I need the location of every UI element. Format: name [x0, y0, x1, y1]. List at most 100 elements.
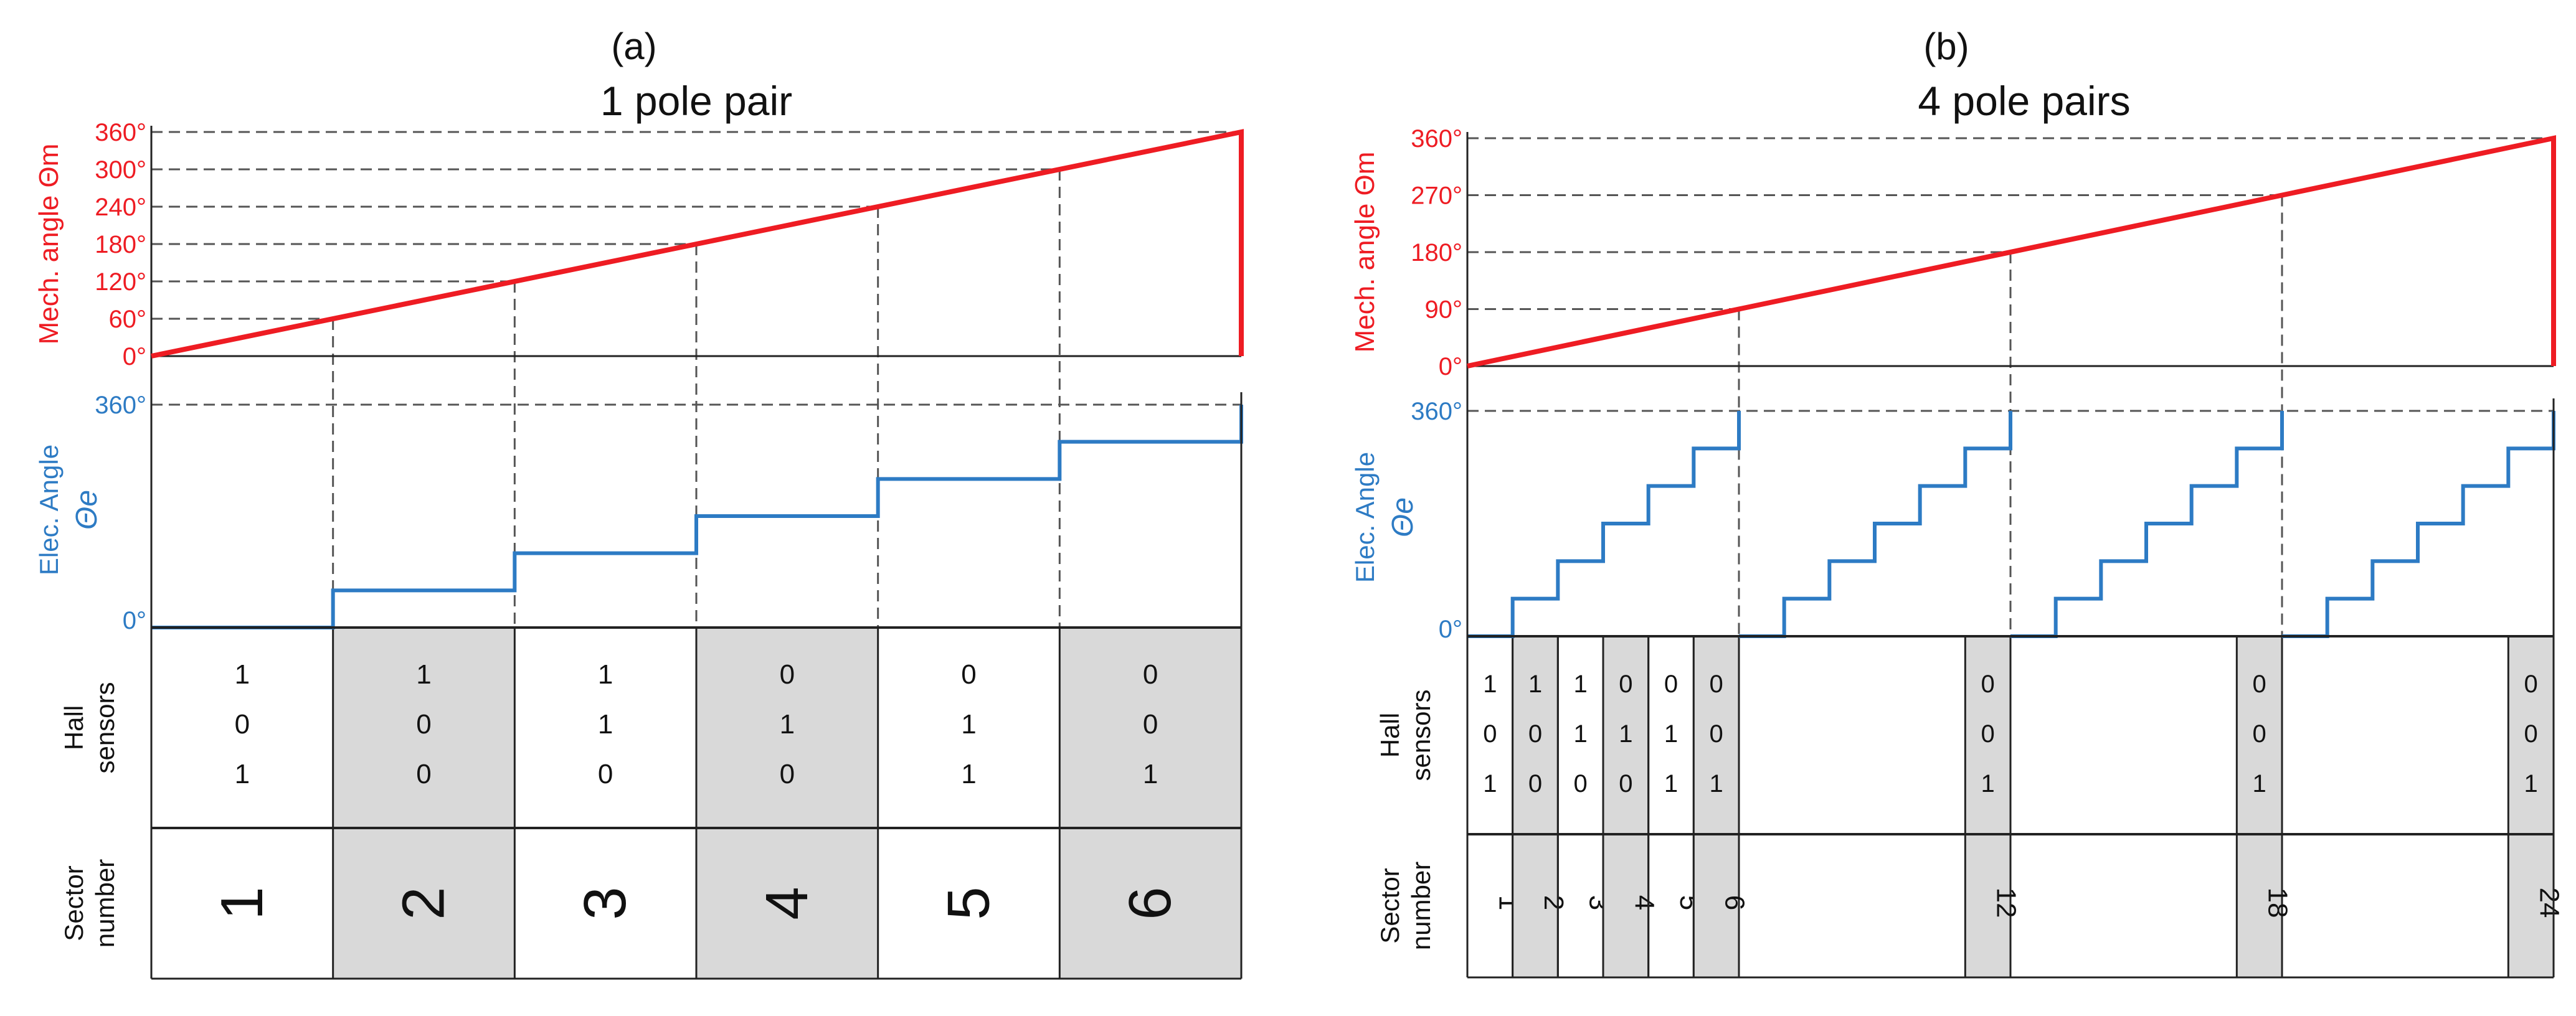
- hall-bit: 1: [598, 709, 613, 740]
- sector-number: 3: [572, 887, 638, 920]
- mech-tick-label: 240°: [95, 194, 146, 221]
- elec-angle-staircase: [1739, 411, 2012, 638]
- mech-axis-label: Mech. angle Θm: [34, 144, 64, 345]
- hall-bit: 0: [1528, 770, 1542, 797]
- sector-number: 12: [1991, 888, 2022, 918]
- hall-bit: 0: [1574, 770, 1588, 797]
- panel-title: 4 pole pairs: [1918, 78, 2130, 124]
- hall-bit: 0: [961, 659, 976, 690]
- hall-bit: 0: [1143, 659, 1158, 690]
- mech-angle-ramp: [151, 129, 1244, 359]
- hall-bit: 0: [1981, 670, 1995, 698]
- hall-bit: 1: [1710, 770, 1723, 797]
- elec-angle-staircase: [2010, 411, 2284, 638]
- hall-cell-shade: [696, 628, 878, 828]
- elec-axis-symbol: Θe: [70, 490, 103, 530]
- hall-bit: 0: [1710, 720, 1723, 748]
- mech-tick-label: 60°: [109, 306, 147, 333]
- sector-row-label: Sector: [1375, 868, 1404, 943]
- hall-row-label: sensors: [90, 682, 120, 773]
- hall-bit: 1: [416, 659, 431, 690]
- hall-bit: 1: [1619, 720, 1632, 748]
- elec-axis-symbol: Θe: [1386, 497, 1419, 537]
- hall-bit: 1: [2253, 770, 2266, 797]
- elec-angle-staircase: [1467, 411, 1741, 638]
- hall-row-label: sensors: [1406, 689, 1436, 781]
- hall-bit: 1: [961, 709, 976, 740]
- elec-axis-label: Elec. Angle: [34, 444, 64, 575]
- mech-tick-label: 360°: [1411, 125, 1462, 153]
- sector-cell-shade: [1512, 834, 1558, 977]
- hall-bit: 0: [598, 759, 613, 789]
- sector-row-label: number: [90, 859, 120, 948]
- hall-cell-shade: [1059, 628, 1241, 828]
- hall-cell-shade: [1693, 636, 1739, 834]
- hall-bit: 0: [416, 759, 431, 789]
- sector-number: 5: [935, 887, 1002, 920]
- hall-bit: 0: [1143, 709, 1158, 740]
- panel-label: (a): [611, 26, 656, 67]
- sector-cell-shade: [2508, 834, 2554, 977]
- mech-tick-label: 180°: [1411, 239, 1462, 266]
- hall-bit: 0: [416, 709, 431, 740]
- mech-tick-label: 180°: [95, 231, 146, 258]
- sector-number: 4: [1629, 895, 1659, 910]
- hall-bit: 1: [1574, 670, 1588, 698]
- sector-cell-shade: [1603, 834, 1649, 977]
- panel-a: (a)1 pole pair0°60°120°180°240°300°360°M…: [34, 26, 1244, 980]
- hall-bit: 1: [598, 659, 613, 690]
- sector-number: 6: [1720, 895, 1750, 910]
- mech-tick-label: 300°: [95, 156, 146, 184]
- hall-row-label: Hall: [1375, 713, 1404, 758]
- hall-bit: 0: [2253, 720, 2266, 748]
- sector-cell-shade: [1059, 828, 1241, 979]
- hall-bit: 1: [1483, 770, 1497, 797]
- hall-bit: 0: [1981, 720, 1995, 748]
- panel-label: (b): [1923, 26, 1969, 67]
- sector-number: 18: [2263, 888, 2293, 918]
- hall-cell-shade: [1603, 636, 1649, 834]
- sector-cell-shade: [2237, 834, 2282, 977]
- sector-row-label: Sector: [59, 865, 88, 941]
- hall-bit: 1: [1483, 670, 1497, 698]
- hall-bit: 0: [1619, 670, 1632, 698]
- mech-tick-label: 0°: [1439, 353, 1462, 380]
- sector-cell-shade: [333, 828, 515, 979]
- hall-bit: 0: [2524, 720, 2538, 748]
- sector-number: 2: [1538, 895, 1569, 910]
- mech-tick-label: 360°: [95, 119, 146, 146]
- mech-axis-label: Mech. angle Θm: [1350, 152, 1380, 353]
- sector-number: 6: [1117, 887, 1183, 920]
- elec-tick-label: 0°: [123, 607, 146, 634]
- hall-bit: 1: [1143, 759, 1158, 789]
- elec-tick-label: 0°: [1439, 616, 1462, 643]
- hall-bit: 0: [2253, 670, 2266, 698]
- elec-tick-label: 360°: [95, 392, 146, 419]
- elec-angle-staircase: [2282, 411, 2555, 638]
- hall-bit: 0: [235, 709, 250, 740]
- hall-cell-shade: [1965, 636, 2010, 834]
- mech-angle-ramp: [1467, 135, 2556, 369]
- hall-cell-shade: [333, 628, 515, 828]
- sector-cell-shade: [1965, 834, 2010, 977]
- hall-bit: 1: [961, 759, 976, 789]
- sector-number: 24: [2534, 888, 2565, 918]
- hall-row-label: Hall: [59, 705, 88, 750]
- hall-bit: 1: [1664, 770, 1678, 797]
- mech-tick-label: 90°: [1425, 296, 1463, 324]
- hall-bit: 0: [1483, 720, 1497, 748]
- hall-bit: 0: [1619, 770, 1632, 797]
- panel-title: 1 pole pair: [600, 78, 792, 124]
- hall-bit: 0: [2524, 670, 2538, 698]
- mech-tick-label: 270°: [1411, 182, 1462, 210]
- hall-bit: 1: [780, 709, 795, 740]
- hall-bit: 1: [1664, 720, 1678, 748]
- hall-bit: 1: [2524, 770, 2538, 797]
- sector-row-label: number: [1406, 862, 1436, 950]
- hall-cell-shade: [2508, 636, 2554, 834]
- sector-number: 4: [754, 887, 820, 920]
- hall-bit: 1: [1574, 720, 1588, 748]
- elec-angle-staircase: [151, 405, 1243, 629]
